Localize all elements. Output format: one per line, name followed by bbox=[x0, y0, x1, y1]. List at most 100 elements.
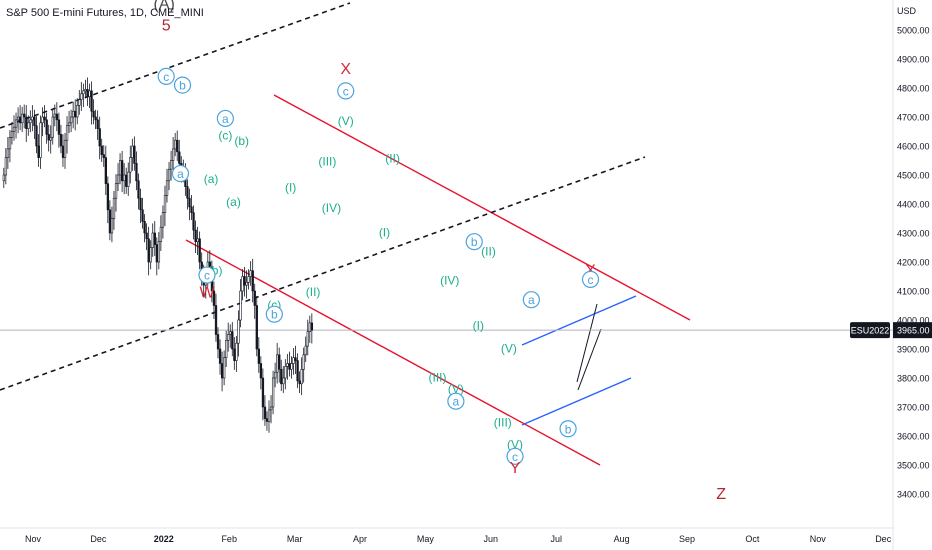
candle bbox=[159, 215, 163, 251]
candle-body bbox=[174, 139, 177, 150]
candle-body bbox=[233, 348, 236, 361]
candle-body bbox=[237, 319, 240, 344]
candle-body bbox=[108, 209, 112, 234]
candle bbox=[249, 261, 252, 286]
candle-body bbox=[247, 276, 250, 283]
wave-label-text: (I) bbox=[379, 226, 390, 240]
candle-body bbox=[269, 406, 273, 411]
candle-body bbox=[55, 113, 59, 121]
candle-body bbox=[143, 221, 146, 234]
candle bbox=[165, 168, 169, 203]
wave-label-text: (a) bbox=[204, 172, 219, 186]
wave-label: (V) bbox=[448, 382, 464, 396]
symbol-badge-bg bbox=[850, 322, 890, 339]
candle bbox=[27, 115, 30, 136]
candle bbox=[231, 322, 234, 357]
candle bbox=[218, 339, 222, 375]
wave-label-text: (V) bbox=[501, 342, 517, 356]
time-tick-label: Dec bbox=[90, 534, 107, 544]
candle-body bbox=[41, 116, 44, 124]
price-tick-label: 4700.00 bbox=[897, 113, 930, 123]
wave-label-circle bbox=[506, 447, 524, 465]
candle-body bbox=[141, 209, 144, 222]
candle-body bbox=[239, 290, 242, 321]
wedge-upper bbox=[576, 303, 598, 383]
candle bbox=[86, 77, 89, 106]
candle-body bbox=[161, 212, 165, 228]
wave-label-text: c bbox=[343, 84, 349, 98]
wave-label: a bbox=[447, 392, 465, 410]
candle bbox=[125, 167, 128, 194]
wave-label-circle bbox=[198, 266, 216, 284]
wave-label-circle bbox=[559, 420, 577, 438]
wave-label: Y bbox=[510, 460, 521, 477]
candle-body bbox=[157, 241, 161, 263]
candle-body bbox=[4, 157, 8, 176]
candle-body bbox=[259, 363, 263, 379]
candle bbox=[43, 105, 46, 128]
candle-body bbox=[74, 110, 77, 118]
wave-label: (IV) bbox=[440, 273, 459, 287]
candle-body bbox=[194, 229, 197, 243]
candle bbox=[225, 330, 228, 367]
time-tick-label: May bbox=[417, 534, 435, 544]
wave-label-circle bbox=[581, 270, 600, 288]
time-tick-label: Aug bbox=[614, 534, 630, 544]
candle bbox=[39, 115, 42, 169]
candle bbox=[121, 150, 124, 193]
candle-body bbox=[51, 116, 54, 138]
candle-body bbox=[294, 357, 297, 361]
candle-body bbox=[131, 145, 134, 158]
candle-body bbox=[304, 345, 307, 356]
wave-label-text: (I) bbox=[473, 318, 484, 332]
candle bbox=[161, 205, 165, 239]
time-axis: Nov Dec 2022 Feb Mar Apr May Jun Jul Aug Sep Oct Nov… bbox=[0, 527, 893, 544]
candle-body bbox=[63, 139, 67, 158]
candle-body bbox=[84, 89, 87, 92]
candle-body bbox=[31, 116, 34, 121]
candle bbox=[133, 136, 136, 171]
candle bbox=[45, 112, 48, 144]
symbol-badge-text: ESU2022 bbox=[851, 326, 890, 336]
candle-body bbox=[53, 113, 57, 118]
candle-body bbox=[176, 139, 179, 153]
wave-label-circle bbox=[173, 76, 192, 94]
candle-body bbox=[165, 180, 169, 196]
candle bbox=[190, 195, 193, 220]
candle bbox=[196, 226, 199, 256]
candle-body bbox=[14, 119, 18, 128]
candle bbox=[216, 327, 220, 359]
candle-body bbox=[298, 380, 301, 385]
candle-body bbox=[172, 148, 175, 161]
wave-label-text: (V) bbox=[338, 114, 354, 128]
channel-lower-red bbox=[185, 239, 601, 466]
candle-body bbox=[137, 180, 140, 199]
wave-label-circle bbox=[157, 67, 175, 86]
candle bbox=[31, 105, 34, 132]
price-tick-label: 4500.00 bbox=[897, 171, 930, 181]
candle-body bbox=[227, 334, 230, 341]
candle-body bbox=[106, 183, 110, 211]
wave-label-text: Y bbox=[510, 460, 521, 477]
candle bbox=[47, 124, 50, 152]
candle bbox=[188, 188, 191, 221]
candle-body bbox=[149, 247, 152, 263]
wave-label-text: Z bbox=[716, 486, 726, 503]
candle bbox=[88, 83, 91, 109]
candle bbox=[57, 112, 61, 148]
channel-lower-blue bbox=[521, 377, 632, 426]
channel-upper-blue bbox=[521, 295, 637, 346]
wave-label: (II) bbox=[385, 152, 400, 166]
channel-upper-red bbox=[273, 94, 691, 321]
candle bbox=[247, 269, 250, 290]
candle-body bbox=[198, 238, 201, 263]
time-tick-label: 2022 bbox=[154, 534, 174, 544]
wave-label-text: (c) bbox=[218, 128, 232, 142]
candle bbox=[308, 315, 312, 343]
wave-label: b bbox=[465, 233, 483, 251]
wave-label-text: (b) bbox=[234, 134, 249, 148]
price-tick-label: 4400.00 bbox=[897, 200, 930, 210]
wave-label: 5 bbox=[162, 18, 171, 35]
wave-label: b bbox=[559, 420, 577, 438]
